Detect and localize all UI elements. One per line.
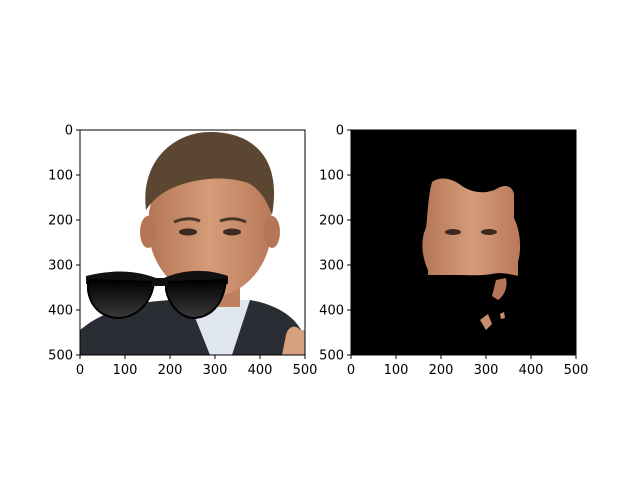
left-ytick-label: 200 bbox=[48, 214, 73, 229]
left-ytick-label: 500 bbox=[48, 349, 73, 364]
skin-mask-speck bbox=[500, 312, 505, 319]
left-axes-frame bbox=[79, 129, 306, 356]
left-ear bbox=[140, 216, 156, 248]
left-ytick-label: 300 bbox=[48, 259, 73, 274]
left-brow bbox=[173, 217, 201, 224]
right-ytick-label: 400 bbox=[319, 304, 344, 319]
right-xtick-label: 300 bbox=[474, 363, 499, 378]
left-ytick-label: 100 bbox=[48, 169, 73, 184]
right-ytick-label: 200 bbox=[319, 214, 344, 229]
sunglasses-bridge bbox=[152, 280, 168, 286]
thumb-shape bbox=[282, 326, 305, 355]
left-eye bbox=[179, 228, 197, 236]
right-brow bbox=[219, 217, 247, 224]
skin-mask-image bbox=[422, 178, 521, 330]
right-xtick-label: 0 bbox=[347, 363, 355, 378]
mask-right-eye bbox=[481, 229, 497, 235]
face-shape bbox=[148, 153, 272, 297]
right-ytick-label: 300 bbox=[319, 259, 344, 274]
right-axes-frame bbox=[350, 129, 577, 356]
left-ytick-label: 400 bbox=[48, 304, 73, 319]
right-xtick-label: 400 bbox=[519, 363, 544, 378]
right-xtick-label: 500 bbox=[564, 363, 589, 378]
right-xtick-label: 100 bbox=[384, 363, 409, 378]
sunglasses-overlay bbox=[86, 270, 228, 320]
right-eye bbox=[223, 228, 241, 236]
skin-mask-face bbox=[422, 178, 521, 276]
right-ytick-label: 0 bbox=[336, 124, 344, 139]
left-xtick-label: 300 bbox=[203, 363, 228, 378]
skin-mask-neck-blob bbox=[480, 314, 492, 330]
right-ear bbox=[264, 216, 280, 248]
suit-shape bbox=[80, 300, 305, 355]
hair-shape bbox=[145, 132, 275, 215]
sunglasses-right-lens bbox=[165, 278, 228, 320]
portrait-image bbox=[80, 132, 305, 355]
left-xtick-label: 0 bbox=[76, 363, 84, 378]
right-xtick-label: 200 bbox=[429, 363, 454, 378]
left-xtick-label: 400 bbox=[248, 363, 273, 378]
right-ytick-label: 500 bbox=[319, 349, 344, 364]
left-xtick-label: 200 bbox=[158, 363, 183, 378]
mask-left-eye bbox=[445, 229, 461, 235]
sunglasses-left-lens bbox=[87, 278, 156, 320]
left-xtick-label: 500 bbox=[293, 363, 318, 378]
skin-mask-jaw bbox=[492, 278, 507, 300]
right-ytick-label: 100 bbox=[319, 169, 344, 184]
left-xtick-label: 100 bbox=[113, 363, 138, 378]
left-ytick-label: 0 bbox=[65, 124, 73, 139]
